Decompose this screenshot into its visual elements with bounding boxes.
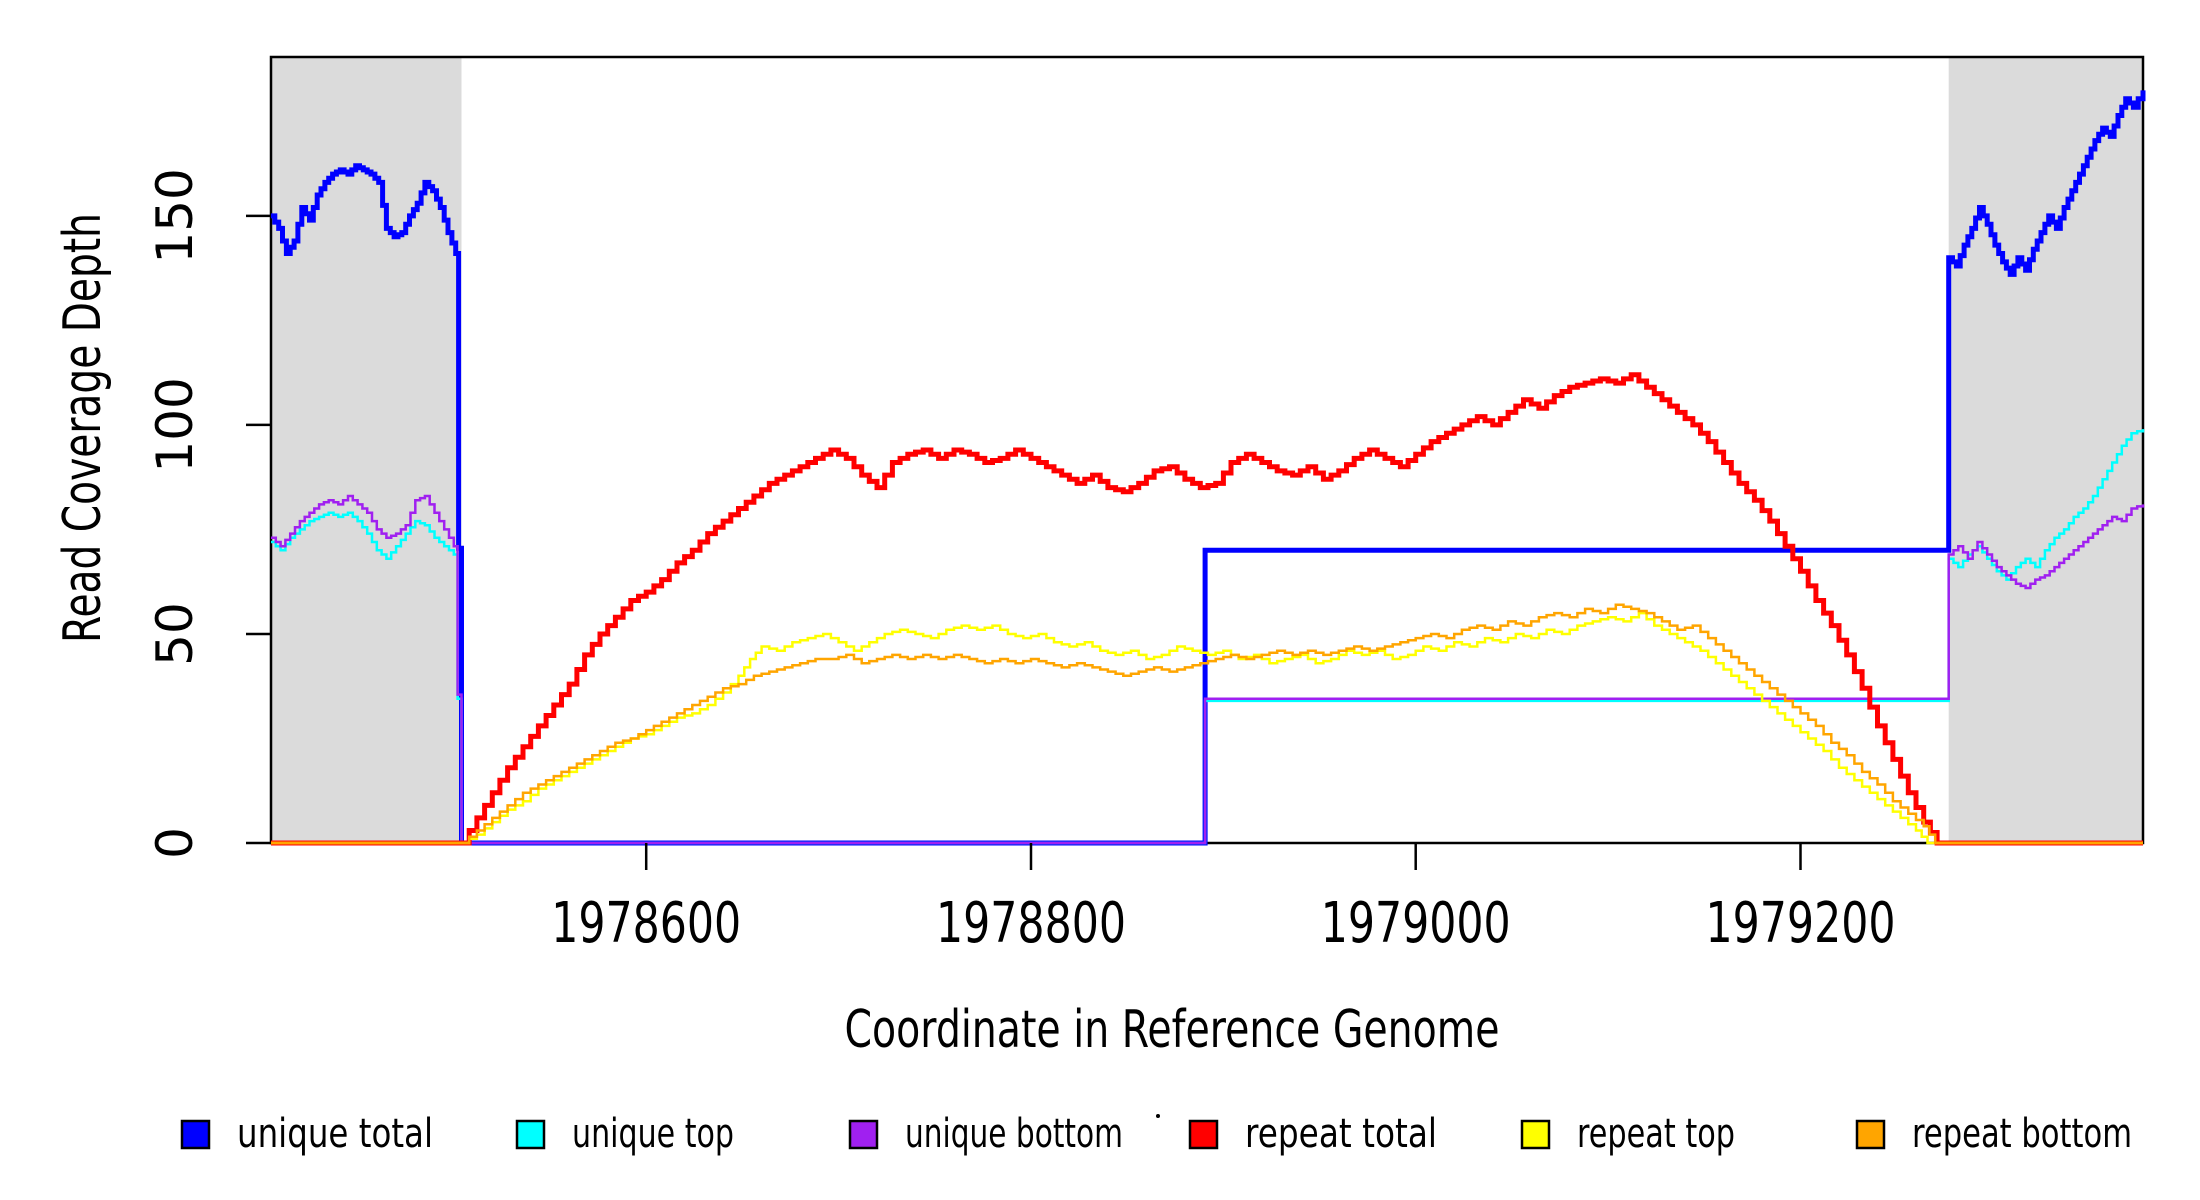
shaded-region-unique-flank-left — [271, 57, 462, 843]
series-line-repeat-bottom — [271, 603, 2143, 845]
legend-swatch-repeat-top — [1520, 1119, 1551, 1150]
legend-swatch-repeat-total — [1188, 1119, 1219, 1150]
legend-label-unique-top: unique top — [572, 1111, 734, 1157]
legend-label-repeat-bottom: repeat bottom — [1912, 1111, 2132, 1157]
x-tick-label: 1979200 — [1706, 891, 1896, 956]
legend-item-unique-bottom: unique bottom — [848, 1111, 1123, 1157]
y-tick-label-group: 50 — [146, 602, 204, 666]
legend-label-unique-bottom: unique bottom — [905, 1111, 1123, 1157]
y-tick-label: 0 — [146, 827, 204, 859]
y-axis-title: Read Coverage Depth — [53, 213, 113, 643]
x-axis-title: Coordinate in Reference Genome — [845, 1000, 1500, 1060]
legend-item-unique-total: unique total — [180, 1111, 433, 1157]
legend-label-repeat-total: repeat total — [1245, 1111, 1437, 1157]
x-tick-label: 1978800 — [936, 891, 1126, 956]
y-tick-label: 50 — [146, 602, 204, 666]
series-line-unique-bottom — [271, 494, 2145, 845]
legend-swatch-unique-total — [180, 1119, 211, 1150]
legend-item-repeat-bottom: repeat bottom — [1855, 1111, 2132, 1157]
legend-item-unique-top: unique top — [515, 1111, 734, 1157]
y-tick-label-group: 0 — [146, 827, 204, 859]
legend-swatch-repeat-bottom — [1855, 1119, 1886, 1150]
y-tick-label: 100 — [146, 377, 204, 472]
shaded-region-unique-flank-right — [1948, 57, 2143, 843]
stray-dot — [1156, 1114, 1160, 1118]
series-line-repeat-top — [271, 611, 2143, 845]
y-tick-label: 150 — [146, 168, 204, 263]
legend: unique total unique top unique bottom re… — [180, 1111, 2132, 1157]
x-tick-label: 1978600 — [551, 891, 741, 956]
y-axis-title-group: Read Coverage Depth — [53, 213, 113, 643]
axis-ticks: 1978600 1978800 1979000 1979200 0 50 100 150 — [146, 168, 1896, 956]
legend-item-repeat-total: repeat total — [1188, 1111, 1437, 1157]
legend-swatch-unique-bottom — [848, 1119, 879, 1150]
legend-label-unique-total: unique total — [237, 1111, 433, 1157]
y-tick-label-group: 150 — [146, 168, 204, 263]
legend-item-repeat-top: repeat top — [1520, 1111, 1735, 1157]
y-tick-label-group: 100 — [146, 377, 204, 472]
series-lines — [271, 90, 2146, 846]
series-line-unique-total — [271, 90, 2146, 846]
legend-label-repeat-top: repeat top — [1577, 1111, 1735, 1157]
legend-swatch-unique-top — [515, 1119, 546, 1150]
x-tick-label: 1979000 — [1321, 891, 1511, 956]
series-line-repeat-total — [271, 372, 2143, 846]
